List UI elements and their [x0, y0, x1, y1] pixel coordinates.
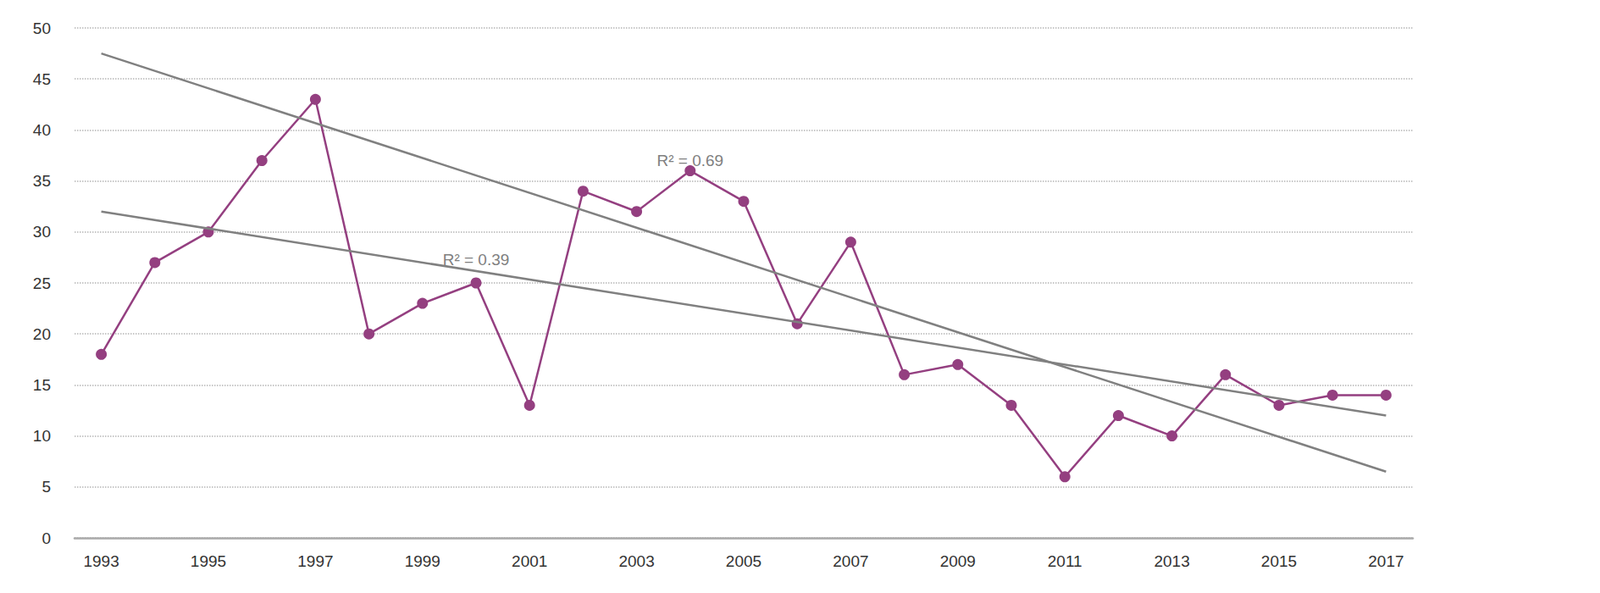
svg-text:2005: 2005 — [725, 552, 762, 571]
svg-text:2009: 2009 — [940, 552, 976, 571]
svg-text:2007: 2007 — [832, 552, 869, 571]
svg-text:1995: 1995 — [190, 552, 227, 571]
svg-text:2001: 2001 — [511, 552, 548, 571]
svg-text:10: 10 — [33, 426, 51, 445]
svg-text:15: 15 — [33, 376, 51, 394]
svg-text:2017: 2017 — [1367, 552, 1404, 571]
svg-text:50: 50 — [33, 19, 51, 38]
svg-text:1993: 1993 — [83, 552, 119, 571]
svg-text:20: 20 — [33, 325, 51, 344]
svg-text:2003: 2003 — [618, 552, 654, 571]
svg-text:5: 5 — [41, 477, 51, 496]
svg-text:40: 40 — [33, 121, 51, 139]
svg-text:30: 30 — [33, 222, 51, 241]
svg-text:1997: 1997 — [297, 552, 333, 571]
svg-text:1999: 1999 — [404, 552, 441, 571]
svg-text:2011: 2011 — [1047, 552, 1083, 571]
svg-text:35: 35 — [33, 171, 51, 190]
svg-text:2015: 2015 — [1261, 552, 1297, 571]
svg-text:45: 45 — [33, 70, 51, 89]
svg-text:2013: 2013 — [1153, 552, 1190, 571]
svg-text:0: 0 — [41, 529, 51, 548]
svg-text:R² = 0.69: R² = 0.69 — [656, 151, 724, 170]
svg-text:R² = 0.39: R² = 0.39 — [442, 250, 510, 269]
svg-text:25: 25 — [33, 274, 51, 293]
